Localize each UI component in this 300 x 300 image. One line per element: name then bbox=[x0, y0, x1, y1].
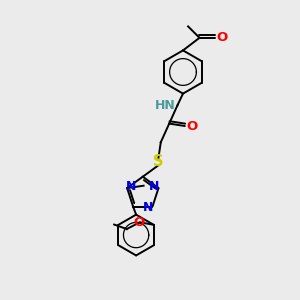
Text: N: N bbox=[126, 180, 136, 194]
Text: N: N bbox=[143, 201, 154, 214]
Text: O: O bbox=[186, 119, 198, 133]
Text: S: S bbox=[153, 154, 164, 169]
Text: O: O bbox=[217, 31, 228, 44]
Text: N: N bbox=[148, 180, 159, 194]
Text: HN: HN bbox=[154, 99, 175, 112]
Text: O: O bbox=[134, 216, 145, 229]
